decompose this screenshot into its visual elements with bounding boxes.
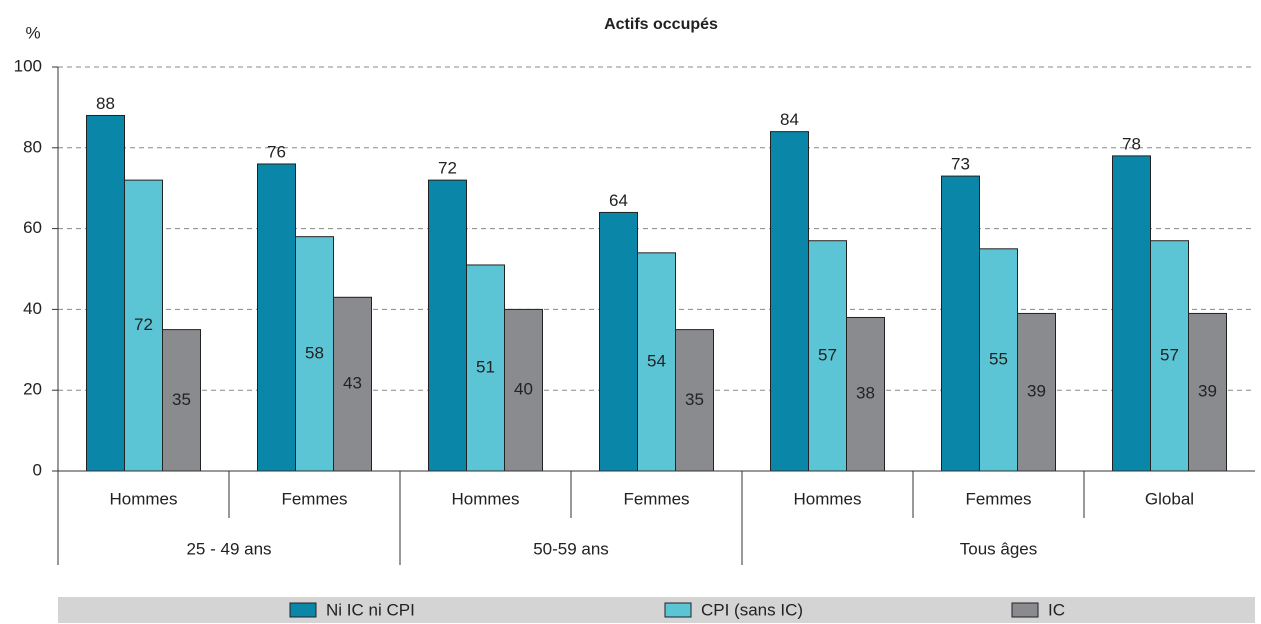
x-tick-label: Hommes bbox=[451, 489, 519, 508]
y-tick-label: 60 bbox=[23, 218, 42, 237]
bar bbox=[637, 252, 676, 472]
bar bbox=[675, 329, 714, 472]
bar bbox=[1017, 312, 1056, 472]
value-label: 57 bbox=[1160, 345, 1179, 364]
bar bbox=[599, 211, 638, 472]
bar bbox=[466, 264, 505, 472]
legend-swatch bbox=[664, 602, 692, 618]
bar bbox=[808, 240, 847, 472]
value-label: 54 bbox=[647, 351, 666, 370]
legend-swatch bbox=[289, 602, 317, 618]
value-label: 57 bbox=[818, 345, 837, 364]
y-tick-label: 100 bbox=[14, 56, 42, 75]
value-label: 40 bbox=[514, 380, 533, 399]
bar bbox=[504, 308, 543, 472]
x-tick-label: Femmes bbox=[623, 489, 689, 508]
value-label: 88 bbox=[96, 94, 115, 113]
value-label: 35 bbox=[172, 390, 191, 409]
y-tick-label: 20 bbox=[23, 380, 42, 399]
bar bbox=[846, 316, 885, 472]
legend-label: IC bbox=[1048, 600, 1065, 619]
value-label: 84 bbox=[780, 110, 799, 129]
value-label: 35 bbox=[685, 390, 704, 409]
value-label: 51 bbox=[476, 357, 495, 376]
y-tick-label: 0 bbox=[33, 460, 42, 479]
value-label: 39 bbox=[1027, 382, 1046, 401]
x-tick-label: Global bbox=[1145, 489, 1194, 508]
value-label: 76 bbox=[267, 142, 286, 161]
legend-label: Ni IC ni CPI bbox=[326, 600, 415, 619]
bar bbox=[428, 179, 467, 472]
value-label: 78 bbox=[1122, 134, 1141, 153]
value-label: 55 bbox=[989, 349, 1008, 368]
bar bbox=[257, 163, 296, 472]
bar bbox=[333, 296, 372, 472]
value-label: 39 bbox=[1198, 382, 1217, 401]
bar bbox=[86, 114, 125, 472]
bar bbox=[162, 329, 201, 472]
value-label: 58 bbox=[305, 343, 324, 362]
value-label: 72 bbox=[438, 159, 457, 178]
x-tick-label: Femmes bbox=[281, 489, 347, 508]
group-label: Tous âges bbox=[960, 539, 1038, 558]
x-tick-label: Hommes bbox=[793, 489, 861, 508]
bar bbox=[295, 236, 334, 472]
bar bbox=[979, 248, 1018, 472]
y-axis-label: % bbox=[25, 23, 40, 42]
bar bbox=[1112, 155, 1151, 472]
x-tick-label: Femmes bbox=[965, 489, 1031, 508]
bar bbox=[770, 131, 809, 472]
group-label: 50-59 ans bbox=[533, 539, 609, 558]
legend-swatch bbox=[1011, 602, 1039, 618]
group-label: 25 - 49 ans bbox=[186, 539, 271, 558]
legend-background bbox=[58, 597, 1255, 623]
value-label: 72 bbox=[134, 315, 153, 334]
x-tick-label: Hommes bbox=[109, 489, 177, 508]
y-tick-label: 80 bbox=[23, 137, 42, 156]
chart-title: Actifs occupés bbox=[604, 16, 718, 33]
y-tick-label: 40 bbox=[23, 299, 42, 318]
value-label: 64 bbox=[609, 191, 628, 210]
bar bbox=[1188, 312, 1227, 472]
bar bbox=[941, 175, 980, 472]
value-label: 43 bbox=[343, 374, 362, 393]
legend-label: CPI (sans IC) bbox=[701, 600, 803, 619]
value-label: 38 bbox=[856, 384, 875, 403]
value-label: 73 bbox=[951, 155, 970, 174]
